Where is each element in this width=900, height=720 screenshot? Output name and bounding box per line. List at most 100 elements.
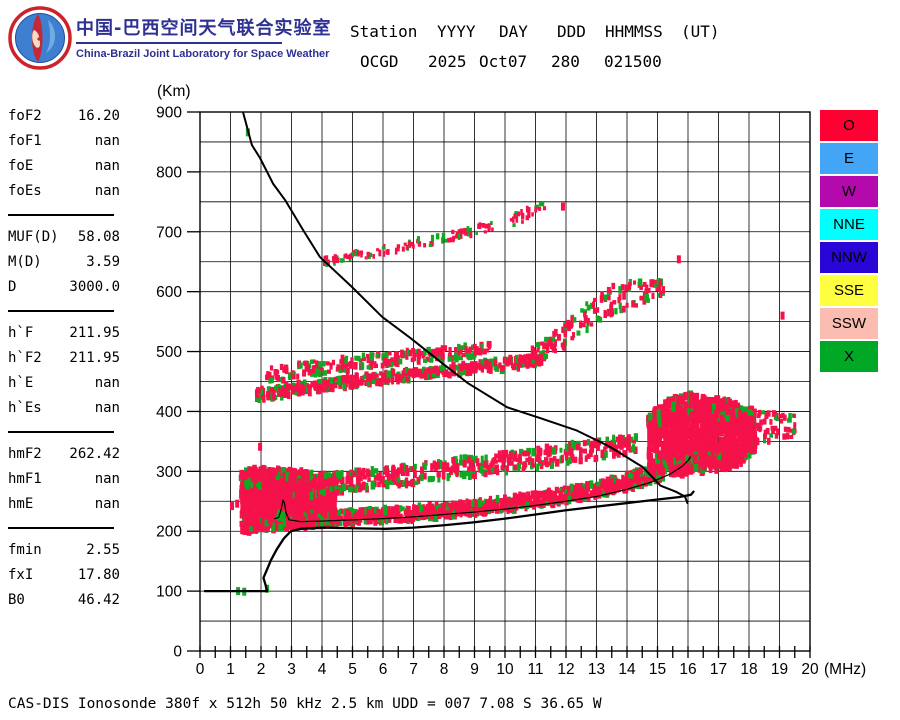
header-value-hhmmss: 021500 — [604, 52, 662, 71]
echo-point — [743, 443, 748, 454]
echo-point — [525, 450, 530, 457]
echo-point — [352, 484, 356, 493]
echo-point — [633, 476, 638, 484]
echo-point — [307, 480, 312, 485]
echo-point — [240, 499, 245, 510]
echo-point — [710, 455, 715, 464]
echo-point — [423, 349, 427, 356]
echo-point — [625, 470, 630, 479]
echo-point — [329, 377, 334, 384]
echo-point — [342, 382, 347, 391]
echo-point — [394, 373, 399, 382]
echo-point — [616, 450, 621, 458]
echo-point — [261, 503, 266, 514]
echo-point — [676, 468, 681, 474]
parameter-label: h`Es — [8, 400, 42, 416]
echo-point — [412, 507, 416, 512]
echo-point — [669, 453, 674, 462]
echo-point — [599, 295, 604, 303]
echo-point — [448, 467, 454, 475]
echo-point — [762, 433, 767, 439]
parameter-row: hmF2 262.42 — [8, 442, 120, 467]
echo-point — [308, 485, 313, 493]
echo-point — [363, 520, 367, 525]
echo-point — [696, 408, 701, 417]
echo-point — [494, 453, 498, 458]
echo-point — [462, 459, 467, 468]
echo-point — [651, 419, 657, 430]
echo-point — [245, 496, 251, 506]
echo-point — [688, 392, 694, 402]
echo-point — [770, 425, 775, 431]
echo-point — [583, 315, 588, 324]
echo-point — [249, 490, 254, 497]
echo-point — [765, 413, 769, 419]
echo-point — [400, 350, 405, 359]
echo-point — [728, 398, 733, 406]
echo-point — [718, 442, 723, 453]
echo-point — [565, 320, 569, 329]
echo-point — [779, 418, 784, 424]
echo-point — [789, 434, 794, 440]
echo-point — [435, 461, 440, 470]
echo-point — [744, 421, 749, 430]
echo-point — [258, 396, 262, 401]
echo-point — [486, 343, 491, 348]
echo-point — [333, 376, 338, 381]
echo-point — [320, 506, 325, 513]
echo-point — [319, 367, 324, 372]
echo-point — [458, 356, 463, 361]
echo-point — [333, 491, 338, 501]
echo-point — [669, 458, 674, 466]
echo-point — [494, 459, 498, 464]
echo-point — [301, 505, 307, 513]
echo-point — [621, 483, 626, 491]
header-label-hhmmss: HHMMSS — [605, 22, 663, 41]
echo-point — [466, 365, 471, 370]
echo-point — [381, 372, 385, 378]
echo-point — [467, 353, 472, 361]
echo-point — [412, 509, 416, 515]
echo-point — [357, 513, 362, 520]
echo-point — [416, 353, 422, 359]
echo-point — [541, 499, 546, 508]
echo-point — [775, 416, 779, 422]
echo-point — [722, 452, 727, 460]
echo-point — [692, 398, 698, 407]
echo-point — [735, 452, 741, 464]
echo-point — [484, 471, 488, 478]
echo-point — [372, 380, 376, 385]
echo-point — [524, 496, 529, 503]
echo-point — [508, 354, 513, 364]
echo-point — [254, 389, 260, 396]
echo-point — [517, 500, 522, 506]
echo-point — [525, 500, 530, 510]
echo-point — [622, 305, 626, 313]
echo-point — [545, 489, 549, 499]
echo-point — [644, 476, 649, 481]
echo-point — [550, 498, 554, 504]
echo-point — [313, 373, 318, 378]
echo-point — [455, 469, 459, 478]
echo-point — [692, 412, 697, 422]
echo-point — [781, 412, 785, 418]
echo-point — [286, 520, 292, 526]
echo-point — [348, 475, 353, 484]
echo-point — [746, 442, 751, 453]
echo-point — [551, 336, 556, 342]
echo-point — [247, 488, 252, 494]
echo-point — [340, 362, 345, 371]
echo-point — [721, 398, 727, 408]
echo-point — [434, 513, 439, 522]
echo-point — [425, 356, 430, 362]
echo-point — [292, 508, 298, 518]
echo-point — [642, 281, 647, 287]
echo-point — [752, 408, 757, 415]
echo-point — [523, 450, 528, 457]
parameter-row: B0 46.42 — [8, 588, 120, 613]
echo-point — [293, 487, 298, 492]
echo-point — [516, 462, 521, 472]
echo-point — [586, 453, 591, 459]
parameter-value: 58.08 — [77, 229, 120, 245]
echo-point — [241, 486, 246, 495]
